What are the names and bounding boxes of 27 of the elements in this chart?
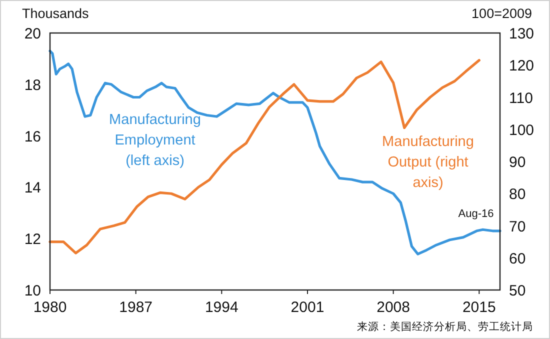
y2-tick-label: 60 (509, 250, 526, 268)
y-tick-label: 12 (24, 231, 41, 248)
y2-tick-label: 50 (509, 282, 526, 300)
x-tick-label: 2008 (376, 299, 410, 316)
annotation: Aug-16 (458, 208, 494, 220)
y2-tick-label: 80 (509, 186, 526, 204)
source-note: 来源：美国经济分析局、劳工统计局 (357, 320, 533, 333)
series-label: Manufacturing Employment (left axis) (109, 112, 201, 169)
y-tick-label: 16 (24, 128, 41, 146)
x-tick-label: 1987 (119, 299, 153, 316)
y2-tick-label: 110 (509, 90, 533, 107)
series-label: Manufacturing Output (right axis) (382, 134, 474, 191)
y2-tick-label: 120 (509, 58, 534, 75)
y2-tick-label: 100 (509, 122, 534, 139)
y2-tick-label: 130 (509, 26, 534, 42)
y-axis-title: Thousands (22, 6, 90, 21)
y-tick-label: 20 (24, 26, 41, 42)
x-tick-label: 1980 (33, 299, 67, 316)
y2-tick-label: 90 (509, 154, 526, 171)
y-tick-label: 10 (24, 282, 41, 300)
x-tick-label: 1994 (204, 299, 238, 316)
x-tick-label: 2015 (462, 299, 496, 316)
y-tick-label: 14 (24, 180, 41, 197)
y2-axis-title: 100=2009 (472, 6, 532, 21)
x-tick-label: 2001 (290, 299, 324, 316)
y2-tick-label: 70 (509, 218, 526, 236)
y-tick-label: 18 (24, 76, 41, 94)
